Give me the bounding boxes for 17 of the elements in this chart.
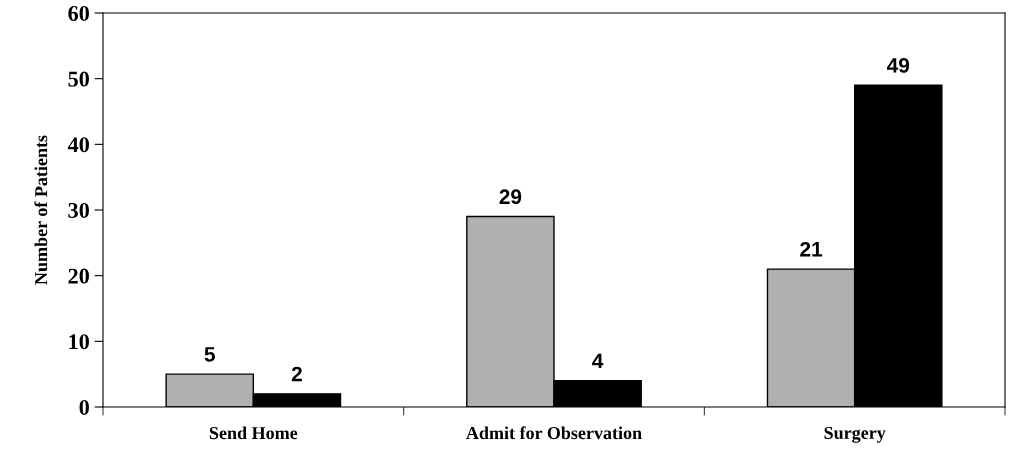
data-label: 21: [800, 241, 823, 257]
x-tick-label: Admit for Observation: [466, 426, 642, 440]
data-label: 5: [204, 347, 215, 362]
x-tick-label: Surgery: [824, 426, 886, 443]
data-label: 49: [886, 58, 910, 73]
y-axis-title: Number of Patients: [34, 135, 48, 285]
data-label: 4: [592, 353, 604, 369]
y-tick-label: 30: [68, 202, 89, 218]
y-tick-label: 20: [68, 268, 89, 284]
data-label: 29: [499, 189, 522, 205]
data-label: 2: [291, 366, 302, 382]
y-tick-label: 10: [69, 334, 89, 350]
y-tick-label: 50: [68, 71, 89, 87]
y-tick-label: 0: [79, 399, 89, 415]
y-tick-label: 60: [68, 5, 89, 21]
y-tick-label: 40: [67, 137, 89, 153]
x-tick-label: Send Home: [209, 426, 298, 440]
